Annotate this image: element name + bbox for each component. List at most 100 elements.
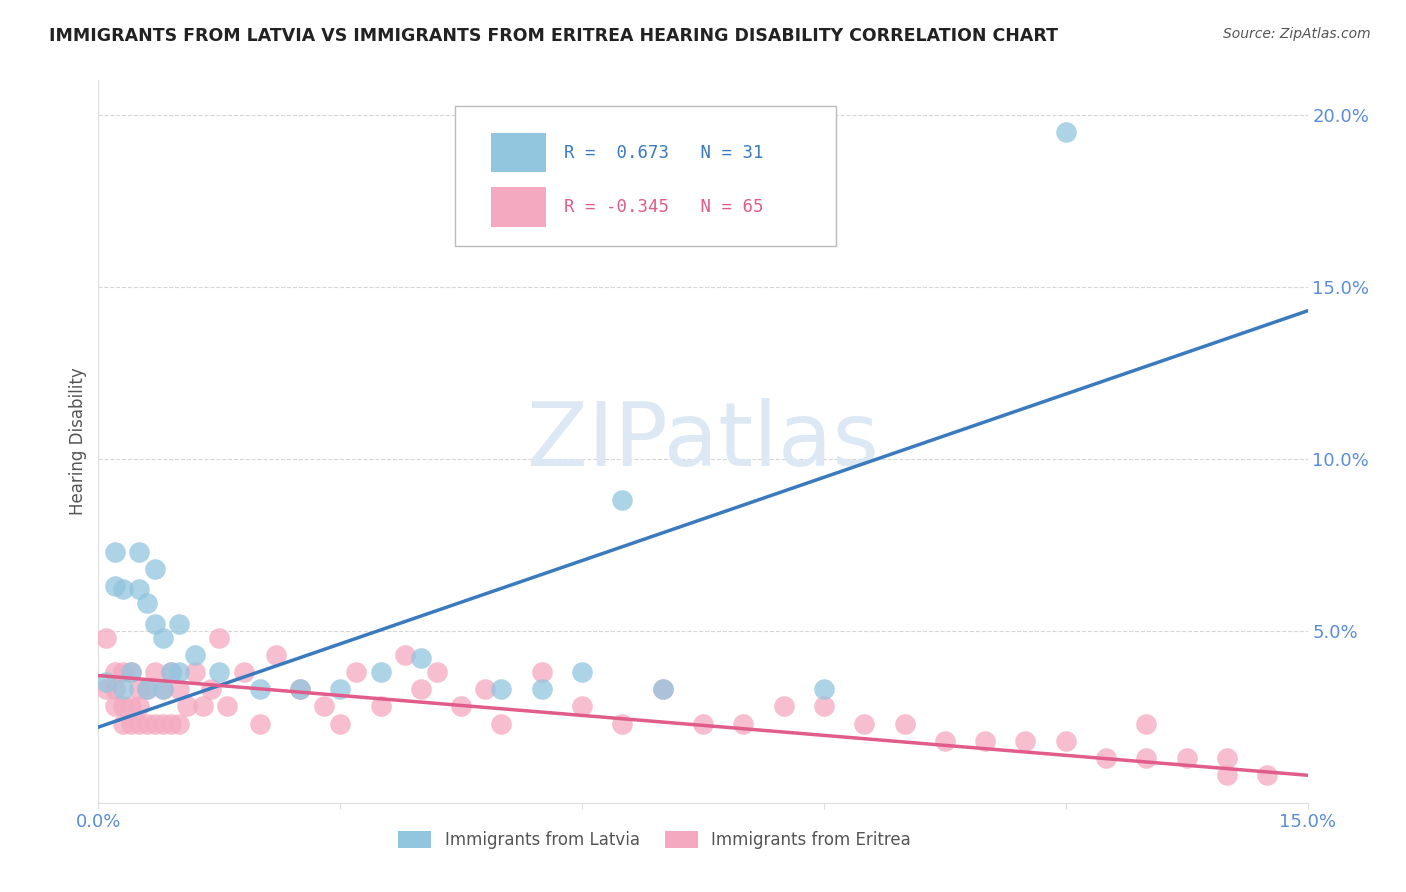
- Text: Source: ZipAtlas.com: Source: ZipAtlas.com: [1223, 27, 1371, 41]
- Point: [974, 734, 997, 748]
- Point: [314, 699, 336, 714]
- Point: [184, 665, 207, 679]
- Point: [288, 682, 311, 697]
- Point: [491, 716, 513, 731]
- Point: [143, 716, 166, 731]
- Point: [491, 682, 513, 697]
- Point: [772, 699, 794, 714]
- Point: [813, 699, 835, 714]
- Bar: [492, 133, 546, 172]
- Point: [474, 682, 496, 697]
- Text: ZIPatlas: ZIPatlas: [527, 398, 879, 485]
- Point: [176, 699, 198, 714]
- Point: [135, 716, 157, 731]
- Point: [344, 665, 367, 679]
- Point: [394, 648, 416, 662]
- Point: [208, 665, 231, 679]
- Point: [1256, 768, 1278, 782]
- Text: R =  0.673   N = 31: R = 0.673 N = 31: [564, 144, 763, 161]
- Point: [152, 631, 174, 645]
- Point: [128, 682, 150, 697]
- Point: [96, 631, 118, 645]
- Y-axis label: Hearing Disability: Hearing Disability: [69, 368, 87, 516]
- Point: [1216, 768, 1239, 782]
- Point: [329, 716, 352, 731]
- Point: [135, 682, 157, 697]
- Point: [111, 682, 134, 697]
- Point: [128, 582, 150, 597]
- Point: [370, 665, 392, 679]
- Point: [217, 699, 239, 714]
- Point: [1216, 751, 1239, 765]
- Point: [152, 716, 174, 731]
- Point: [167, 716, 190, 731]
- Point: [1095, 751, 1118, 765]
- Point: [120, 716, 142, 731]
- Point: [103, 579, 125, 593]
- Point: [409, 651, 432, 665]
- Point: [329, 682, 352, 697]
- Point: [530, 665, 553, 679]
- Point: [193, 699, 215, 714]
- Point: [1135, 751, 1157, 765]
- Point: [103, 544, 125, 558]
- Point: [160, 665, 183, 679]
- Point: [96, 675, 118, 690]
- Point: [934, 734, 956, 748]
- Point: [612, 493, 634, 508]
- Point: [813, 682, 835, 697]
- Point: [1014, 734, 1036, 748]
- Point: [111, 582, 134, 597]
- FancyBboxPatch shape: [456, 105, 837, 246]
- Point: [143, 562, 166, 576]
- Point: [103, 699, 125, 714]
- Point: [120, 699, 142, 714]
- Point: [143, 665, 166, 679]
- Point: [152, 682, 174, 697]
- Point: [128, 544, 150, 558]
- Point: [571, 665, 593, 679]
- Point: [167, 682, 190, 697]
- Point: [249, 716, 271, 731]
- Point: [200, 682, 222, 697]
- Point: [651, 682, 673, 697]
- Point: [853, 716, 876, 731]
- Point: [160, 665, 183, 679]
- Point: [128, 699, 150, 714]
- Bar: [492, 186, 546, 227]
- Point: [1054, 734, 1077, 748]
- Text: IMMIGRANTS FROM LATVIA VS IMMIGRANTS FROM ERITREA HEARING DISABILITY CORRELATION: IMMIGRANTS FROM LATVIA VS IMMIGRANTS FRO…: [49, 27, 1059, 45]
- Point: [893, 716, 915, 731]
- Text: R = -0.345   N = 65: R = -0.345 N = 65: [564, 198, 763, 216]
- Point: [232, 665, 254, 679]
- Point: [450, 699, 472, 714]
- Point: [208, 631, 231, 645]
- Point: [120, 665, 142, 679]
- Point: [128, 716, 150, 731]
- Point: [103, 682, 125, 697]
- Point: [120, 665, 142, 679]
- Point: [135, 682, 157, 697]
- Point: [160, 716, 183, 731]
- Point: [1135, 716, 1157, 731]
- Point: [111, 665, 134, 679]
- Point: [111, 699, 134, 714]
- Point: [1175, 751, 1198, 765]
- Point: [288, 682, 311, 697]
- Point: [426, 665, 449, 679]
- Point: [135, 596, 157, 610]
- Point: [111, 716, 134, 731]
- Point: [612, 716, 634, 731]
- Point: [264, 648, 287, 662]
- Point: [96, 682, 118, 697]
- Point: [167, 665, 190, 679]
- Point: [167, 616, 190, 631]
- Legend: Immigrants from Latvia, Immigrants from Eritrea: Immigrants from Latvia, Immigrants from …: [391, 824, 918, 856]
- Point: [571, 699, 593, 714]
- Point: [370, 699, 392, 714]
- Point: [409, 682, 432, 697]
- Point: [733, 716, 755, 731]
- Point: [103, 665, 125, 679]
- Point: [249, 682, 271, 697]
- Point: [692, 716, 714, 731]
